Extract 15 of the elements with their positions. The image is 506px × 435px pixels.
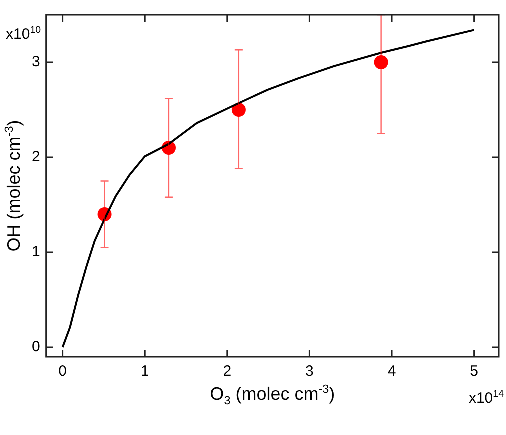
text: x10$^{10}$ [6,25,42,43]
x-tick-label: 5 [470,363,478,380]
x-tick-label: 1 [140,363,150,380]
point [374,56,388,70]
y-tick-label: 2 [32,148,40,166]
y-tick-label: 1 [32,244,40,261]
y-tick-label: 3 [32,54,40,71]
x-tick-label: 3 [306,363,314,380]
x-tick-label: 2 [223,363,232,380]
x-tick-label: 0 [58,363,67,380]
x-tick-label: 4 [388,363,396,380]
x-axis-title: O$_{3}$ (molec cm$^{-3}$) [210,383,336,408]
y-tick-label: 0 [32,338,40,356]
point [232,103,246,117]
text: x10$^{14}$ [468,389,504,407]
